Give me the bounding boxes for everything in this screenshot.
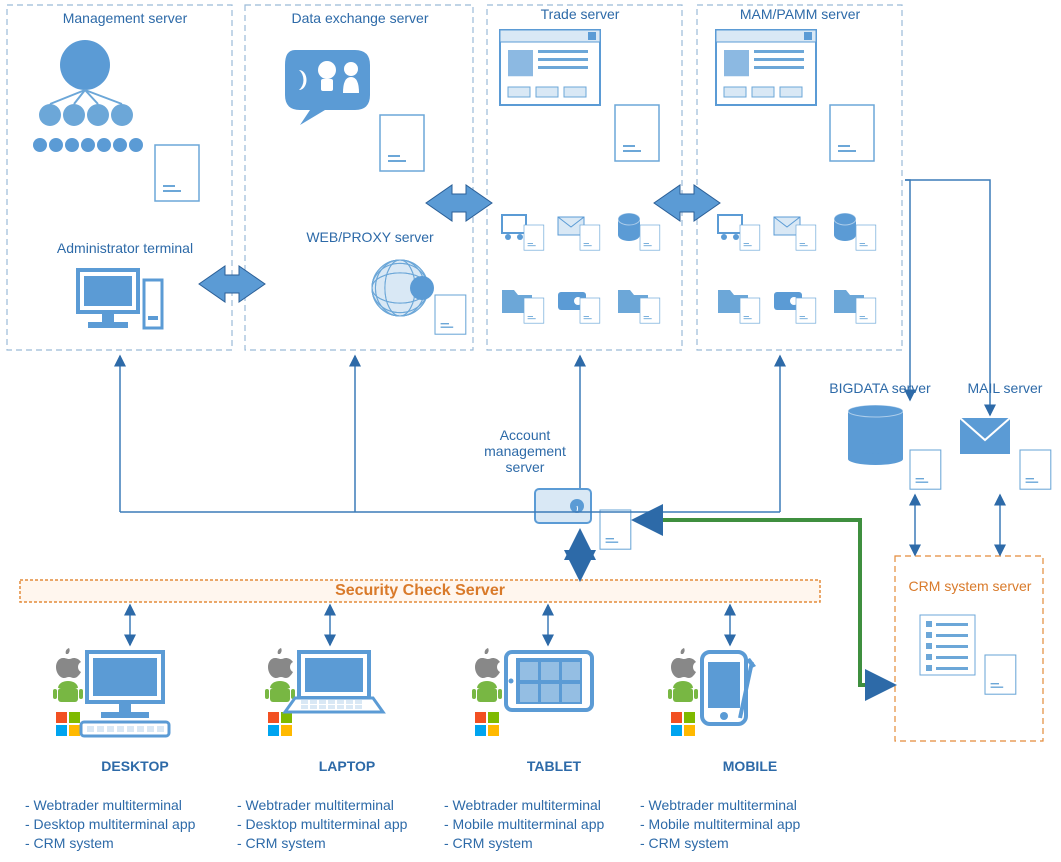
feature: - Webtrader multiterminal (444, 797, 664, 813)
feature: - Mobile multiterminal app (640, 816, 860, 832)
feature: - Desktop multiterminal app (237, 816, 457, 832)
label-mam-pamm-server: MAM/PAMM server (710, 6, 890, 22)
feature: - CRM system (237, 835, 457, 851)
label-crm-server: CRM system server (905, 578, 1035, 594)
client-laptop: LAPTOP (257, 758, 437, 774)
feature: - Webtrader multiterminal (237, 797, 457, 813)
label-management-server: Management server (45, 10, 205, 26)
feature: - Desktop multiterminal app (25, 816, 245, 832)
client-tablet: TABLET (464, 758, 644, 774)
feature: - Webtrader multiterminal (25, 797, 245, 813)
client-mobile: MOBILE (660, 758, 840, 774)
label-bigdata-server: BIGDATA server (815, 380, 945, 396)
label-admin-terminal: Administrator terminal (25, 240, 225, 256)
label-mail-server: MAIL server (955, 380, 1055, 396)
label-data-exchange-server: Data exchange server (270, 10, 450, 26)
feature: - Mobile multiterminal app (444, 816, 664, 832)
label-trade-server: Trade server (500, 6, 660, 22)
client-desktop: DESKTOP (45, 758, 225, 774)
feature: - CRM system (640, 835, 860, 851)
feature: - Webtrader multiterminal (640, 797, 860, 813)
security-check-server: Security Check Server (20, 582, 820, 600)
feature: - CRM system (444, 835, 664, 851)
label-account-mgmt: Account management server (470, 427, 580, 475)
feature: - CRM system (25, 835, 245, 851)
label-webproxy-server: WEB/PROXY server (280, 229, 460, 245)
